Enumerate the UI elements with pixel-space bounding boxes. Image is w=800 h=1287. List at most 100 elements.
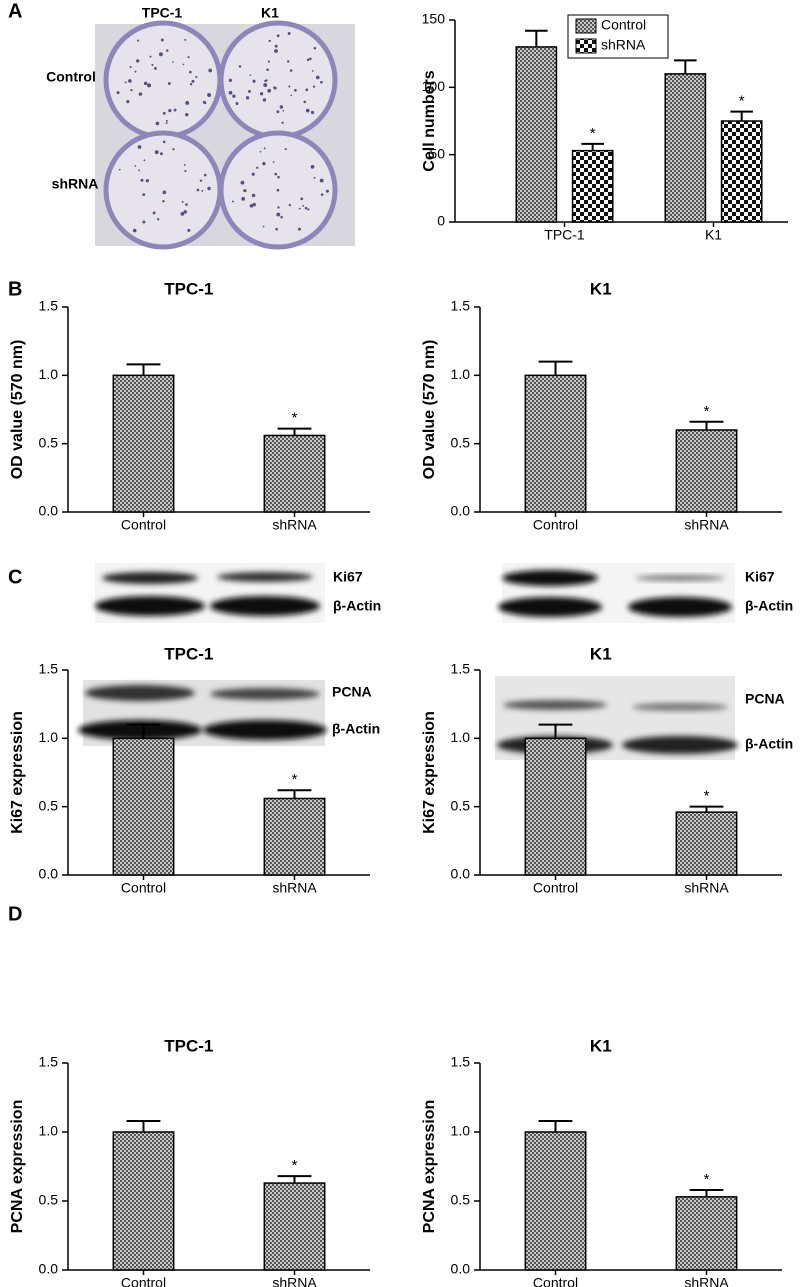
colony [189,70,192,74]
colony [152,211,156,215]
colony [138,169,141,172]
colony [264,79,267,83]
bar [263,434,326,513]
colony [282,109,285,112]
colony [207,93,212,97]
bar [263,1182,326,1271]
x-tick-label: K1 [705,227,722,243]
y-tick-label: 0.5 [39,797,59,813]
colony [279,105,284,109]
colony [172,148,175,151]
colony [151,63,154,66]
colony [183,210,188,214]
colony [274,172,278,176]
y-axis-label: OD value (570 nm) [421,340,438,480]
colony [302,204,305,207]
colony [137,39,140,42]
blot-band [502,570,598,586]
colony [243,189,247,193]
colony [153,67,157,70]
colony [284,148,287,151]
y-tick-label: 0.5 [451,797,471,813]
colony [252,79,256,83]
colony [203,173,207,177]
photo-column-label: TPC-1 [142,5,183,21]
colony [143,81,148,86]
colony [118,168,121,171]
y-tick-label: 1.0 [39,729,59,745]
colony [281,121,284,124]
chart-title: K1 [590,644,612,663]
y-tick-label: 1.5 [39,1054,59,1070]
panel-letter: C [8,566,22,588]
colony [160,38,164,42]
bar [112,737,175,876]
bar [524,374,587,513]
colony [313,46,317,50]
colony [167,82,171,86]
colony [313,176,316,179]
colony [266,68,269,71]
colony [259,92,264,96]
significance-marker: * [292,410,298,427]
colony [162,140,166,144]
y-tick-label: 0.0 [39,503,59,519]
y-axis-label: PCNA expression [421,1100,438,1234]
colony [275,227,278,231]
bar [263,797,326,876]
significance-marker: * [704,403,710,420]
colony [165,121,168,124]
colony [310,165,315,169]
colony [267,88,272,93]
chart-title: TPC-1 [164,279,213,298]
x-tick-label: Control [533,1275,578,1287]
chart-title: K1 [590,279,612,298]
y-tick-label: 1.0 [451,1123,471,1139]
chart-title: TPC-1 [164,1036,213,1055]
bar [112,1131,175,1271]
y-axis-label: Ki67 expression [421,711,438,834]
blot-band [217,572,313,582]
colony [143,159,146,162]
blot-label: β-Actin [333,598,381,614]
bar [675,1196,738,1271]
chart-title: TPC-1 [164,644,213,663]
panel-letter: B [8,278,22,300]
colony [228,78,233,82]
x-tick-label: shRNA [272,517,317,533]
colony [132,228,137,233]
colony [289,69,293,72]
blot-label: Ki67 [333,569,363,585]
colony [204,101,207,105]
y-tick-label: 0.0 [451,866,471,882]
colony [305,88,309,92]
bar [720,120,763,223]
colony [276,34,280,38]
x-tick-label: shRNA [684,517,729,533]
y-tick-label: 0.5 [39,434,59,450]
y-tick-label: 100 [422,78,446,94]
colony [303,100,307,104]
colony [134,70,137,73]
colony-photo [95,20,355,250]
significance-marker: * [292,771,298,788]
blot-band [632,703,728,711]
x-tick-label: shRNA [272,1275,317,1287]
colony [142,220,146,224]
x-tick-label: Control [121,880,166,896]
colony [251,193,256,198]
blot-band [622,736,738,754]
colony [168,108,172,113]
x-tick-label: Control [533,517,578,533]
colony [320,80,323,84]
colony [311,70,314,72]
colony [325,189,329,193]
colony [155,121,160,126]
colony [138,92,143,96]
colony [173,108,177,112]
bar [112,374,175,513]
colony [276,188,280,192]
colony [147,83,152,88]
colony [280,215,283,219]
